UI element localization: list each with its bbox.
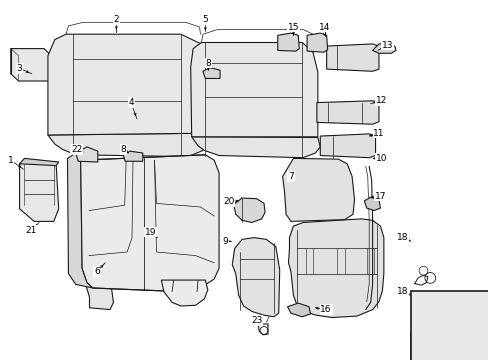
Polygon shape bbox=[123, 151, 142, 161]
Text: 15: 15 bbox=[287, 22, 299, 31]
Polygon shape bbox=[316, 101, 378, 124]
Text: 18: 18 bbox=[396, 287, 407, 296]
Polygon shape bbox=[364, 197, 380, 211]
Polygon shape bbox=[20, 160, 59, 221]
Polygon shape bbox=[48, 34, 205, 135]
Polygon shape bbox=[81, 155, 219, 292]
Text: 6: 6 bbox=[94, 267, 100, 276]
Polygon shape bbox=[233, 198, 264, 222]
Polygon shape bbox=[282, 158, 354, 221]
Bar bbox=[410, 333, 488, 360]
Text: 17: 17 bbox=[374, 192, 386, 201]
Text: 23: 23 bbox=[250, 316, 262, 325]
Polygon shape bbox=[287, 303, 310, 317]
Polygon shape bbox=[306, 33, 327, 52]
Polygon shape bbox=[326, 44, 378, 71]
Text: 3: 3 bbox=[17, 64, 22, 73]
Polygon shape bbox=[11, 49, 51, 81]
Polygon shape bbox=[85, 275, 113, 310]
Text: 13: 13 bbox=[381, 40, 393, 49]
Text: 2: 2 bbox=[113, 15, 119, 24]
Text: 5: 5 bbox=[202, 15, 208, 24]
Text: 4: 4 bbox=[128, 98, 134, 107]
Bar bbox=[410, 291, 488, 360]
Polygon shape bbox=[190, 42, 317, 137]
Text: 1: 1 bbox=[8, 156, 14, 165]
Text: 8: 8 bbox=[205, 58, 211, 68]
Polygon shape bbox=[67, 153, 93, 288]
Text: 16: 16 bbox=[320, 305, 331, 314]
Text: 9: 9 bbox=[222, 237, 227, 246]
Text: 11: 11 bbox=[372, 129, 384, 138]
Text: 8: 8 bbox=[121, 145, 126, 154]
Polygon shape bbox=[232, 238, 279, 317]
Polygon shape bbox=[191, 137, 320, 158]
Text: 20: 20 bbox=[223, 197, 234, 206]
Text: 21: 21 bbox=[25, 226, 37, 235]
Polygon shape bbox=[48, 133, 209, 157]
Text: 22: 22 bbox=[71, 145, 82, 154]
Text: 18: 18 bbox=[396, 233, 407, 242]
Polygon shape bbox=[372, 44, 395, 53]
Text: 10: 10 bbox=[375, 154, 386, 163]
Polygon shape bbox=[320, 134, 375, 158]
Text: 14: 14 bbox=[318, 22, 330, 31]
Text: 12: 12 bbox=[375, 96, 386, 105]
Polygon shape bbox=[288, 219, 383, 318]
Polygon shape bbox=[76, 147, 98, 162]
Polygon shape bbox=[203, 68, 220, 78]
Polygon shape bbox=[277, 33, 299, 51]
Text: 7: 7 bbox=[287, 172, 293, 181]
Polygon shape bbox=[161, 280, 207, 306]
Polygon shape bbox=[20, 158, 59, 166]
Text: 19: 19 bbox=[144, 228, 156, 237]
